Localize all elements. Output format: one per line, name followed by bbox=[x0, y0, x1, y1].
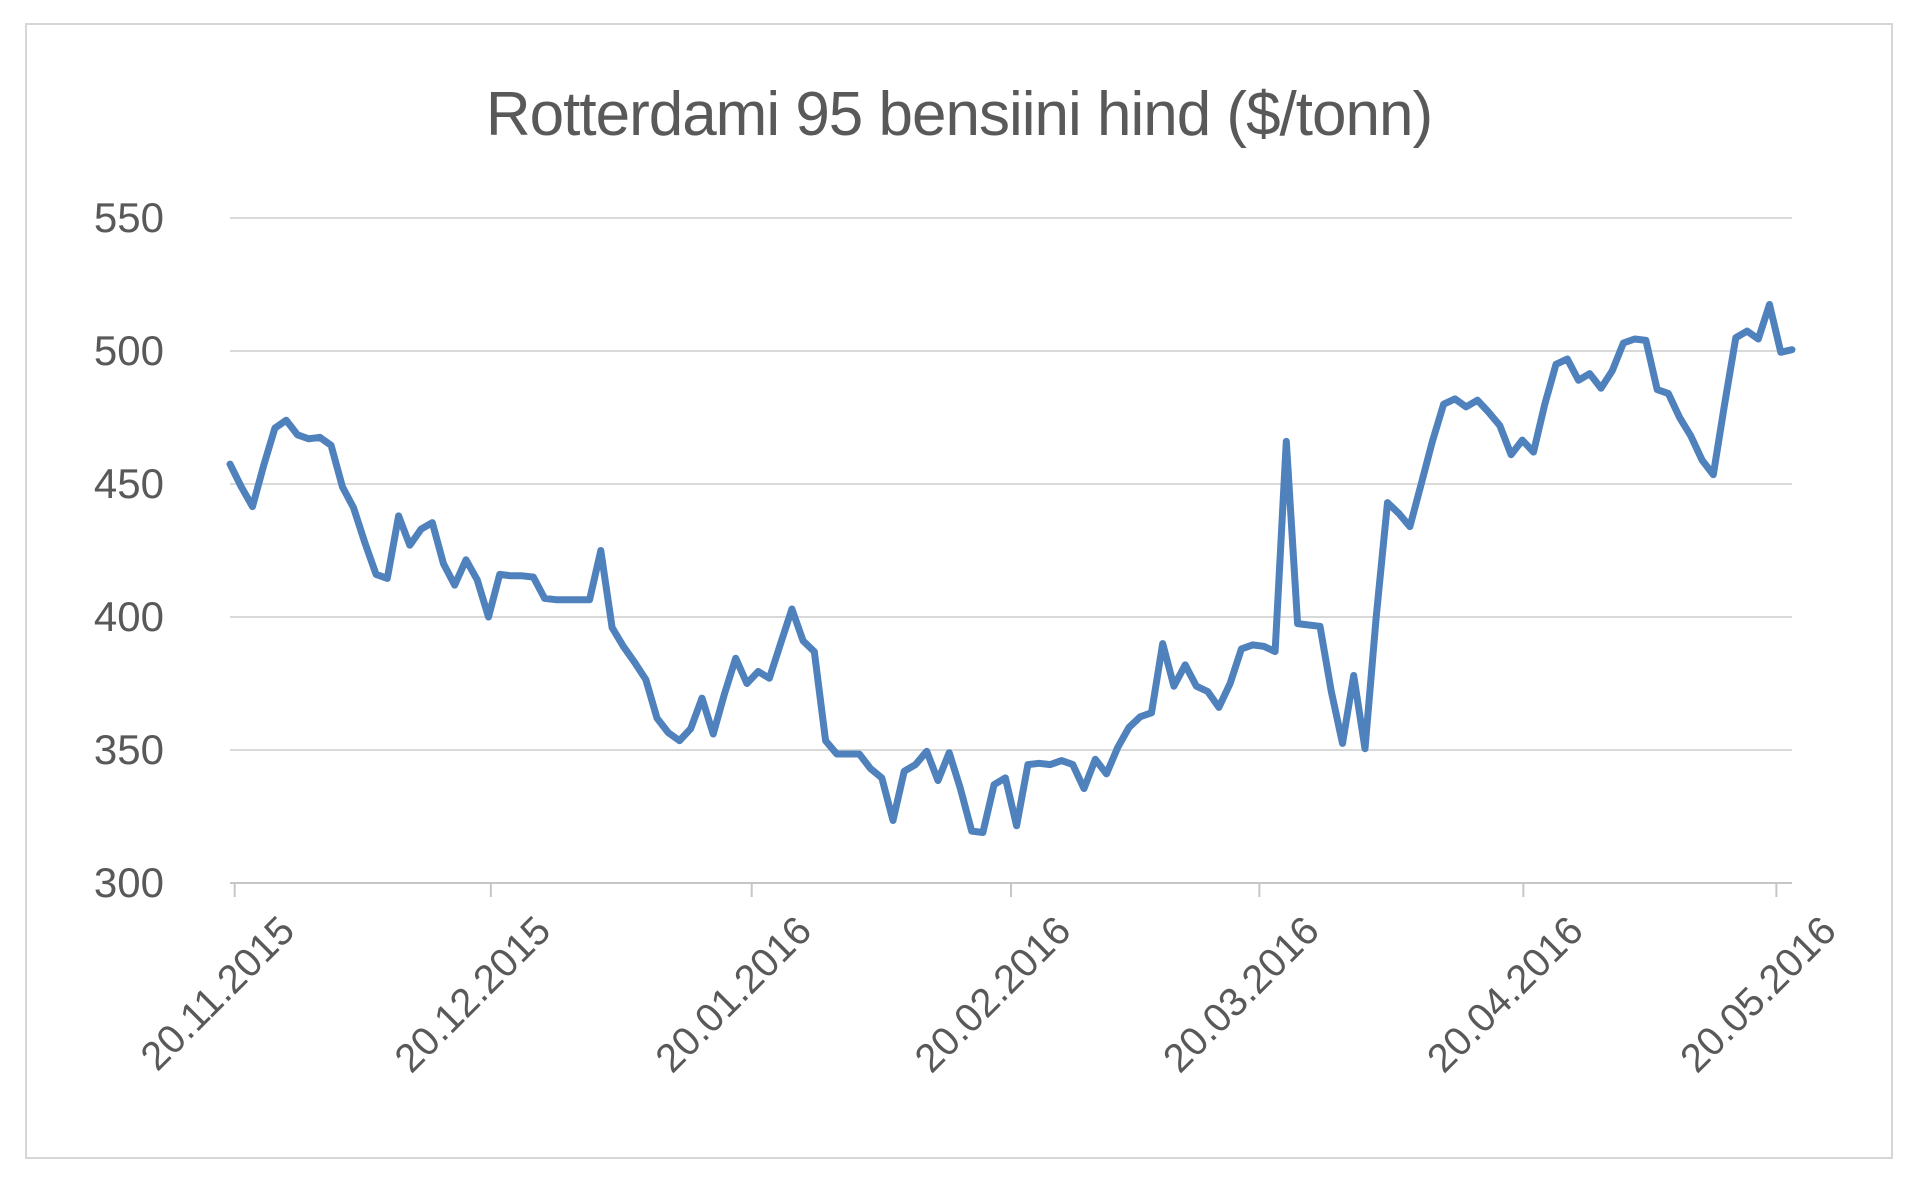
chart-title: Rotterdami 95 bensiini hind ($/tonn) bbox=[485, 80, 1433, 149]
x-axis-label: 20.11.2015 bbox=[132, 908, 303, 1079]
chart-frame: Rotterdami 95 bensiini hind ($/tonn) 300… bbox=[25, 23, 1893, 1159]
price-line bbox=[226, 301, 1796, 836]
x-axis-label: 20.01.2016 bbox=[647, 908, 820, 1081]
y-axis-label: 500 bbox=[94, 327, 164, 374]
y-axis-label: 300 bbox=[94, 859, 164, 906]
x-axis-label: 20.12.2015 bbox=[387, 908, 560, 1081]
x-axis-label: 20.03.2016 bbox=[1155, 908, 1328, 1081]
y-axis-label: 400 bbox=[94, 593, 164, 640]
x-axis-label: 20.04.2016 bbox=[1419, 908, 1592, 1081]
line-chart-plot: 300 350 400 450 500 550 20.11.2015 20.12.2015 20… bbox=[94, 194, 1845, 1081]
x-axis-label: 20.02.2016 bbox=[907, 908, 1080, 1081]
x-axis-label: 20.05.2016 bbox=[1672, 908, 1845, 1081]
y-axis-label: 450 bbox=[94, 460, 164, 507]
y-axis-label: 350 bbox=[94, 726, 164, 773]
y-axis-label: 550 bbox=[94, 194, 164, 241]
